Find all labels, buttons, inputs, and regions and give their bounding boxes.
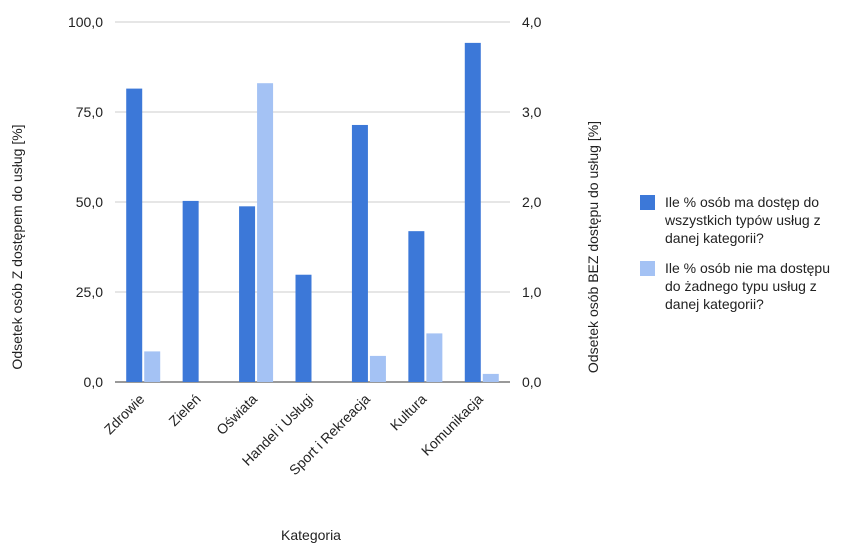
- bar-with-access-2[interactable]: [239, 206, 256, 382]
- bar-with-access-4[interactable]: [351, 124, 368, 383]
- bar-with-access-3[interactable]: [295, 274, 312, 382]
- y-axis-title: Odsetek osób Z dostępem do usług [%]: [9, 124, 25, 369]
- bar-with-access-0[interactable]: [126, 88, 143, 382]
- legend-label-with-access: Ile % osób ma dostęp do wszystkich typów…: [665, 194, 821, 246]
- bars: [126, 42, 499, 383]
- axis-ticks: 0,0 0,0 25,0 1,0 50,0 2,0 75,0 3,0 100,0 4,0: [68, 14, 542, 390]
- gridlines: [115, 21, 510, 383]
- legend-swatch-with-access: [640, 195, 655, 210]
- bar-without-access-0[interactable]: [144, 351, 161, 382]
- bar-with-access-1[interactable]: [182, 200, 199, 382]
- y2-axis-title: Odsetek osób BEZ dostępu do usług [%]: [585, 121, 601, 373]
- bar-without-access-4[interactable]: [369, 355, 386, 382]
- bar-with-access-5[interactable]: [408, 231, 425, 382]
- legend-swatch-without-access: [640, 261, 655, 276]
- legend-label-without-access: Ile % osób nie ma dostępu do żadnego typ…: [665, 260, 830, 312]
- y-tick-label: 0,0: [84, 374, 104, 390]
- bar-without-access-5[interactable]: [426, 333, 443, 382]
- bar-with-access-6[interactable]: [464, 42, 481, 382]
- x-tick-label: Oświata: [213, 391, 260, 438]
- y-tick-label: 25,0: [76, 284, 103, 300]
- y2-tick-label: 4,0: [522, 14, 542, 30]
- y-tick-label: 50,0: [76, 194, 103, 210]
- y2-tick-label: 2,0: [522, 194, 542, 210]
- legend-item-without-access[interactable]: Ile % osób nie ma dostępu do żadnego typ…: [640, 259, 840, 313]
- y2-tick-label: 3,0: [522, 104, 542, 120]
- legend-item-with-access[interactable]: Ile % osób ma dostęp do wszystkich typów…: [640, 193, 840, 247]
- x-axis-title: Kategoria: [281, 527, 341, 543]
- x-tick-label: Zieleń: [165, 391, 203, 429]
- y2-tick-label: 0,0: [522, 374, 542, 390]
- x-tick-label: Kultura: [387, 391, 430, 434]
- bar-without-access-2[interactable]: [257, 83, 274, 382]
- y2-tick-label: 1,0: [522, 284, 542, 300]
- x-tick-label: Zdrowie: [101, 391, 148, 438]
- legend: Ile % osób ma dostęp do wszystkich typów…: [640, 193, 840, 325]
- bar-without-access-6[interactable]: [482, 373, 499, 382]
- y-tick-label: 100,0: [68, 14, 103, 30]
- y-tick-label: 75,0: [76, 104, 103, 120]
